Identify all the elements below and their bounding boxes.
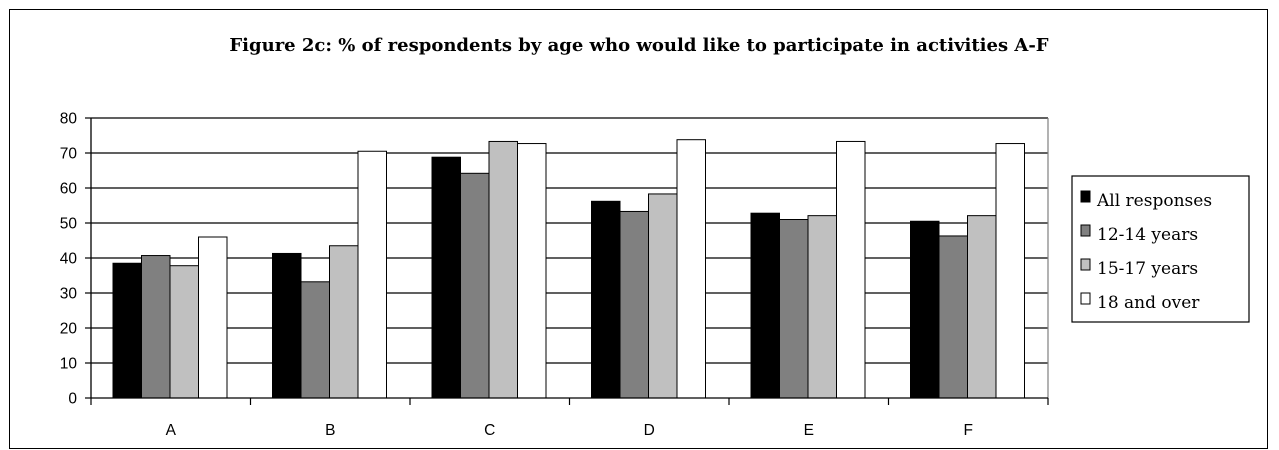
axes: 0 10 20 30 40 50 60 70 80 A B C D E F bbox=[60, 111, 1049, 439]
chart-title: Figure 2c: % of respondents by age who w… bbox=[229, 35, 1048, 56]
legend-swatch bbox=[1080, 190, 1091, 203]
bar-E-2 bbox=[779, 219, 809, 399]
legend-swatch bbox=[1080, 258, 1091, 271]
legend-box bbox=[1071, 175, 1250, 323]
bar-D-4 bbox=[676, 139, 706, 399]
legend-label: 18 and over bbox=[1097, 293, 1200, 313]
bar-B-4 bbox=[357, 150, 387, 399]
bar-C-2 bbox=[460, 172, 490, 399]
bar-C-1 bbox=[431, 156, 461, 399]
y-tick-label: 80 bbox=[60, 111, 78, 128]
y-tick-label: 10 bbox=[60, 356, 78, 373]
bars bbox=[112, 139, 1025, 399]
y-tick-label: 60 bbox=[60, 181, 78, 198]
bar-D-3 bbox=[648, 193, 678, 399]
bar-D-1 bbox=[591, 200, 621, 399]
bar-F-1 bbox=[910, 220, 940, 399]
bar-F-4 bbox=[995, 143, 1025, 399]
x-tick-label: B bbox=[325, 422, 335, 439]
legend-swatch bbox=[1080, 224, 1091, 237]
y-tick-label: 0 bbox=[68, 391, 77, 408]
bar-F-2 bbox=[938, 235, 968, 399]
chart-svg: Figure 2c: % of respondents by age who w… bbox=[60, 35, 1250, 439]
x-tick-label: D bbox=[644, 422, 655, 439]
bar-C-4 bbox=[517, 143, 547, 399]
bar-A-2 bbox=[141, 255, 171, 399]
x-tick-label: A bbox=[166, 422, 177, 439]
bar-B-1 bbox=[272, 252, 302, 399]
y-tick-label: 70 bbox=[60, 146, 78, 163]
y-tick-label: 40 bbox=[60, 251, 78, 268]
bar-A-4 bbox=[198, 236, 228, 399]
bar-E-4 bbox=[836, 140, 866, 399]
y-tick-label: 30 bbox=[60, 286, 78, 303]
bar-F-3 bbox=[967, 215, 997, 399]
bar-B-3 bbox=[329, 245, 359, 399]
bar-B-2 bbox=[300, 281, 330, 399]
bar-E-3 bbox=[807, 215, 837, 399]
legend: All responses 12-14 years 15-17 years 18 an… bbox=[1071, 175, 1250, 323]
bar-D-2 bbox=[619, 210, 649, 399]
bar-A-3 bbox=[169, 265, 199, 399]
legend-label: All responses bbox=[1096, 191, 1212, 211]
chart-frame: Figure 2c: % of respondents by age who w… bbox=[9, 9, 1268, 449]
x-tick-label: E bbox=[804, 422, 814, 439]
x-tick-label: F bbox=[964, 422, 973, 439]
legend-label: 12-14 years bbox=[1097, 225, 1198, 245]
y-tick-label: 20 bbox=[60, 321, 78, 338]
y-tick-label: 50 bbox=[60, 216, 78, 233]
legend-swatch bbox=[1080, 292, 1091, 305]
bar-C-3 bbox=[488, 140, 518, 399]
bar-E-1 bbox=[750, 212, 780, 399]
bar-A-1 bbox=[112, 262, 142, 399]
legend-label: 15-17 years bbox=[1097, 259, 1198, 279]
x-tick-label: C bbox=[484, 422, 495, 439]
grid-lines bbox=[91, 117, 1049, 398]
